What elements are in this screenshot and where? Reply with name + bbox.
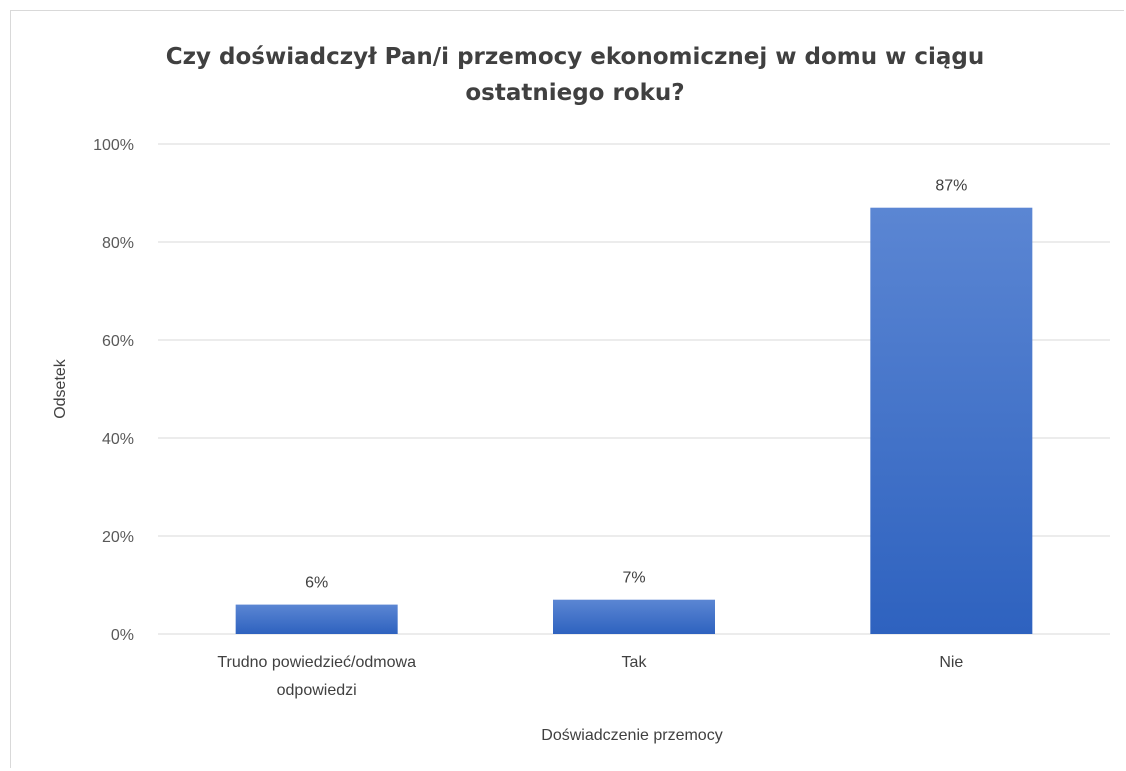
x-axis-categories: Trudno powiedzieć/odmowa odpowiedzi Tak Nie bbox=[217, 654, 963, 699]
y-tick-label: 0% bbox=[111, 627, 134, 644]
x-category-label: Trudno powiedzieć/odmowa odpowiedzi bbox=[217, 654, 416, 699]
x-category-label: Nie bbox=[939, 654, 963, 671]
bar bbox=[235, 604, 398, 634]
bars bbox=[235, 207, 1033, 634]
chart-frame bbox=[10, 10, 1124, 768]
y-axis-ticks: 0% 20% 40% 60% 80% 100% bbox=[93, 137, 134, 644]
data-label: 6% bbox=[305, 575, 328, 592]
data-labels: 6% 7% 87% bbox=[305, 178, 967, 592]
y-tick-label: 80% bbox=[102, 235, 134, 252]
y-tick-label: 20% bbox=[102, 529, 134, 546]
x-axis-title: Doświadczenie przemocy bbox=[541, 727, 722, 744]
bar bbox=[870, 207, 1033, 634]
x-category-label: Tak bbox=[622, 654, 648, 671]
y-tick-label: 40% bbox=[102, 431, 134, 448]
y-axis-title: Odsetek bbox=[52, 358, 69, 419]
bar bbox=[553, 599, 715, 634]
y-tick-label: 100% bbox=[93, 137, 134, 154]
data-label: 87% bbox=[935, 178, 967, 195]
chart-title: Czy doświadczył Pan/i przemocy ekonomicz… bbox=[166, 44, 985, 106]
data-label: 7% bbox=[622, 570, 645, 587]
y-tick-label: 60% bbox=[102, 333, 134, 350]
